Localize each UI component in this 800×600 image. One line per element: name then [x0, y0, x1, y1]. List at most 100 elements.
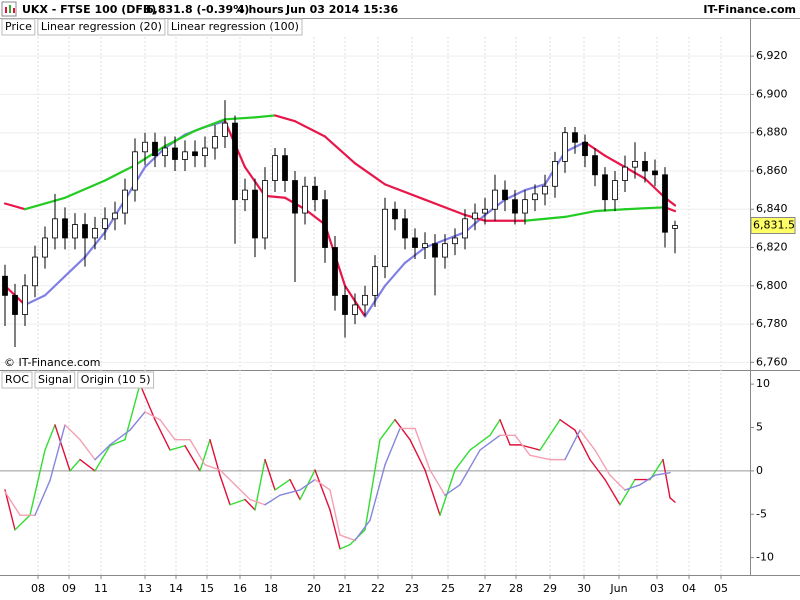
line-segment — [69, 458, 81, 472]
line-segment — [379, 419, 396, 441]
candle-body — [292, 180, 298, 214]
line-segment — [593, 208, 627, 213]
line-segment — [669, 497, 676, 503]
candle-body — [102, 218, 108, 229]
legend-box[interactable] — [77, 371, 155, 389]
line-segment — [529, 454, 551, 461]
candle-body — [632, 160, 638, 168]
line-segment — [219, 474, 231, 506]
x-tick-label: 22 — [371, 582, 385, 595]
y-tick-label: -5 — [756, 507, 767, 520]
line-segment — [353, 162, 387, 186]
legend-box[interactable] — [1, 18, 36, 36]
line-segment — [159, 419, 176, 441]
candle-body — [502, 189, 508, 201]
line-segment — [4, 491, 21, 516]
line-segment — [263, 194, 287, 199]
line-segment — [303, 208, 327, 226]
line-segment — [643, 177, 667, 199]
last-price-label: 6,831.5 — [753, 219, 795, 232]
candle-body — [422, 243, 428, 248]
line-segment — [369, 464, 386, 522]
legend-entry[interactable]: ROC — [5, 373, 29, 386]
candle-body — [592, 155, 598, 176]
line-segment — [109, 429, 131, 446]
candle-body — [262, 180, 268, 239]
candle-body — [622, 166, 628, 181]
line-segment — [383, 183, 427, 201]
candle-body — [572, 132, 578, 143]
legend-box[interactable] — [37, 18, 166, 36]
line-segment — [424, 469, 441, 516]
line-segment — [139, 383, 156, 421]
line-segment — [514, 434, 531, 456]
candle-body — [482, 208, 488, 214]
y-tick-label: 6,780 — [756, 317, 788, 330]
line-segment — [479, 434, 501, 451]
line-segment — [299, 478, 316, 491]
line-segment — [603, 154, 627, 169]
line-segment — [274, 478, 291, 491]
line-segment — [339, 534, 356, 541]
candle-body — [112, 212, 118, 220]
brand: IT-Finance.com — [703, 3, 796, 16]
candle-body — [382, 208, 388, 268]
legend-box[interactable] — [1, 371, 33, 389]
line-segment — [4, 489, 16, 531]
line-segment — [594, 449, 611, 476]
candle-body — [182, 151, 188, 160]
candle-body — [652, 170, 658, 176]
line-segment — [394, 419, 411, 441]
line-segment — [604, 478, 621, 506]
line-segment — [154, 419, 171, 451]
line-segment — [323, 135, 357, 165]
copyright: © IT-Finance.com — [4, 356, 101, 369]
x-tick-label: 29 — [543, 582, 557, 595]
x-tick-label: 30 — [577, 582, 591, 595]
candle-body — [342, 294, 348, 315]
legend-box[interactable] — [34, 371, 76, 389]
legend-entry[interactable]: Linear regression (20) — [41, 20, 162, 33]
line-segment — [193, 118, 227, 132]
line-segment — [124, 383, 141, 441]
line-segment — [329, 509, 341, 550]
line-segment — [423, 198, 467, 217]
line-segment — [253, 114, 277, 119]
line-segment — [559, 419, 576, 431]
legend-entry[interactable]: Linear regression (100) — [171, 20, 299, 33]
line-segment — [54, 424, 71, 472]
candle-body — [12, 294, 18, 315]
line-segment — [264, 458, 276, 491]
line-segment — [273, 114, 297, 123]
y-tick-label: 6,840 — [756, 202, 788, 215]
line-segment — [563, 210, 597, 218]
legend-entry[interactable]: Origin (10 5) — [81, 373, 151, 386]
y-tick-label: 10 — [756, 377, 770, 390]
legend-entry[interactable]: Price — [5, 20, 32, 33]
candle-body — [232, 122, 238, 201]
y-tick-label: 6,820 — [756, 241, 788, 254]
line-segment — [383, 261, 407, 287]
line-segment — [354, 519, 371, 541]
line-segment — [94, 444, 111, 461]
candle-body — [142, 141, 148, 153]
legend-box[interactable] — [167, 18, 303, 36]
candle-body — [662, 174, 668, 233]
line-segment — [244, 498, 256, 511]
y-tick-label: 6,800 — [756, 279, 788, 292]
x-tick-label: 20 — [307, 582, 321, 595]
candle-body — [602, 174, 608, 201]
candle-body — [172, 147, 178, 160]
line-segment — [223, 116, 257, 121]
line-segment — [499, 419, 511, 446]
line-segment — [249, 498, 266, 506]
line-segment — [3, 202, 27, 211]
last-price-text: 6,831.8 (-0.39%) — [146, 3, 249, 16]
line-segment — [539, 419, 561, 451]
candle-body — [252, 189, 258, 239]
y-tick-label: -10 — [756, 551, 774, 564]
candle-body — [312, 185, 318, 201]
legend-entry[interactable]: Signal — [38, 373, 72, 386]
candle-body — [462, 218, 468, 239]
y-tick-label: 0 — [756, 464, 763, 477]
